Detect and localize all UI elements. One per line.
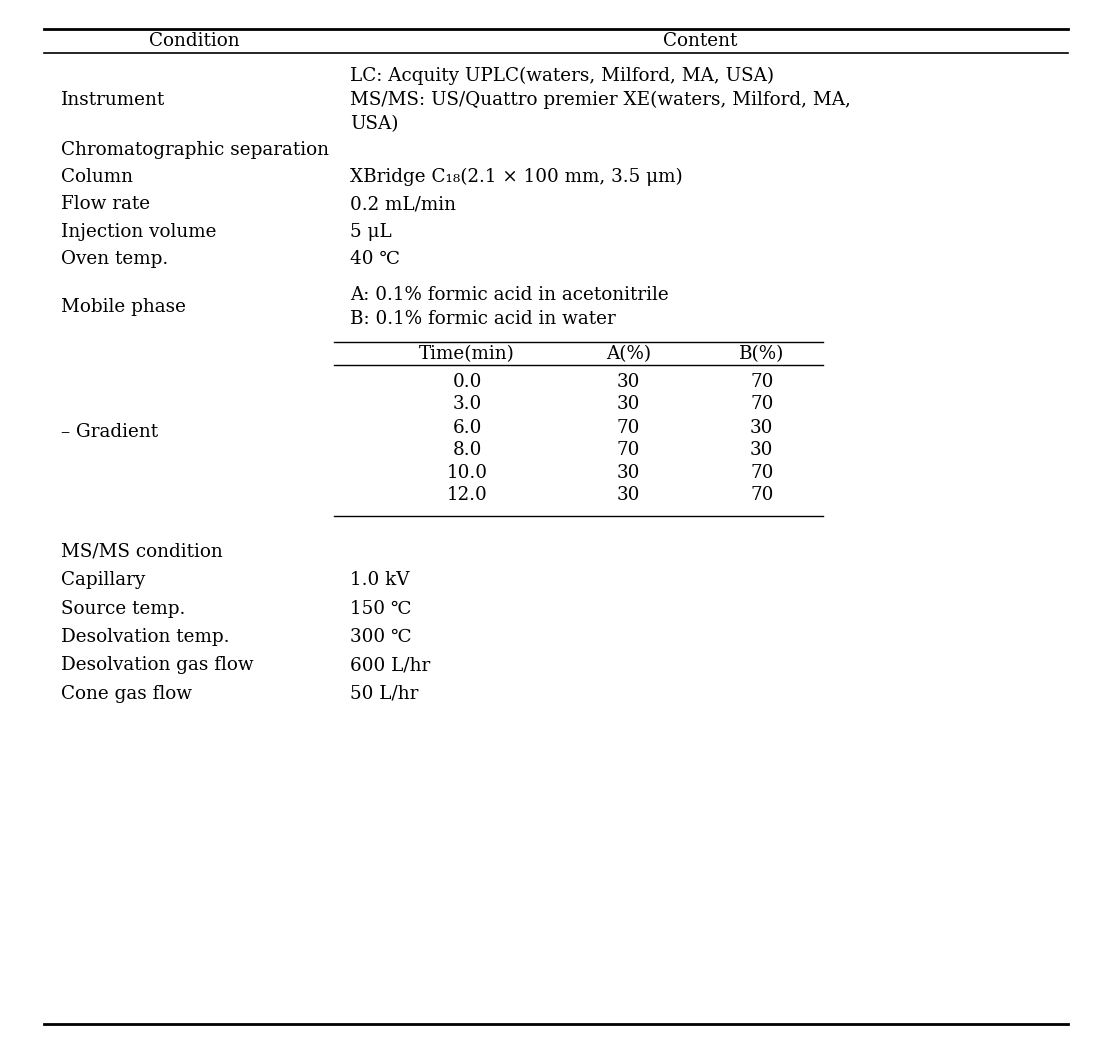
Text: Desolvation gas flow: Desolvation gas flow <box>61 656 254 675</box>
Text: MS/MS: US/Quattro premier XE(waters, Milford, MA,: MS/MS: US/Quattro premier XE(waters, Mil… <box>350 91 851 110</box>
Text: 70: 70 <box>749 395 774 414</box>
Text: Flow rate: Flow rate <box>61 195 150 214</box>
Text: 6.0: 6.0 <box>453 418 481 437</box>
Text: 12.0: 12.0 <box>447 485 487 504</box>
Text: 1.0 kV: 1.0 kV <box>350 571 410 590</box>
Text: 70: 70 <box>749 463 774 482</box>
Text: MS/MS condition: MS/MS condition <box>61 542 222 561</box>
Text: 70: 70 <box>616 418 641 437</box>
Text: Chromatographic separation: Chromatographic separation <box>61 140 329 159</box>
Text: 70: 70 <box>616 440 641 459</box>
Text: 3.0: 3.0 <box>453 395 481 414</box>
Text: 10.0: 10.0 <box>447 463 487 482</box>
Text: A: 0.1% formic acid in acetonitrile: A: 0.1% formic acid in acetonitrile <box>350 285 669 304</box>
Text: Cone gas flow: Cone gas flow <box>61 684 192 703</box>
Text: Time(min): Time(min) <box>419 344 515 363</box>
Text: Content: Content <box>664 32 737 51</box>
Text: 30: 30 <box>616 395 641 414</box>
Text: 70: 70 <box>749 485 774 504</box>
Text: 5 μL: 5 μL <box>350 222 393 241</box>
Text: LC: Acquity UPLC(waters, Milford, MA, USA): LC: Acquity UPLC(waters, Milford, MA, US… <box>350 66 774 85</box>
Text: 40 ℃: 40 ℃ <box>350 250 400 269</box>
Text: XBridge C₁₈(2.1 × 100 mm, 3.5 μm): XBridge C₁₈(2.1 × 100 mm, 3.5 μm) <box>350 167 683 186</box>
Text: Condition: Condition <box>149 32 240 51</box>
Text: Mobile phase: Mobile phase <box>61 298 186 317</box>
Text: 8.0: 8.0 <box>453 440 481 459</box>
Text: A(%): A(%) <box>606 344 651 363</box>
Text: Capillary: Capillary <box>61 571 146 590</box>
Text: 30: 30 <box>616 463 641 482</box>
Text: 30: 30 <box>749 440 774 459</box>
Text: 30: 30 <box>616 485 641 504</box>
Text: Desolvation temp.: Desolvation temp. <box>61 628 230 647</box>
Text: Column: Column <box>61 167 133 186</box>
Text: 30: 30 <box>749 418 774 437</box>
Text: Oven temp.: Oven temp. <box>61 250 168 269</box>
Text: Instrument: Instrument <box>61 91 166 110</box>
Text: B(%): B(%) <box>739 344 784 363</box>
Text: 50 L/hr: 50 L/hr <box>350 684 418 703</box>
Text: 150 ℃: 150 ℃ <box>350 599 411 618</box>
Text: 0.2 mL/min: 0.2 mL/min <box>350 195 456 214</box>
Text: B: 0.1% formic acid in water: B: 0.1% formic acid in water <box>350 310 616 329</box>
Text: Injection volume: Injection volume <box>61 222 217 241</box>
Text: – Gradient: – Gradient <box>61 422 158 441</box>
Text: 300 ℃: 300 ℃ <box>350 628 411 647</box>
Text: Source temp.: Source temp. <box>61 599 186 618</box>
Text: 600 L/hr: 600 L/hr <box>350 656 430 675</box>
Text: USA): USA) <box>350 115 399 134</box>
Text: 30: 30 <box>616 373 641 392</box>
Text: 70: 70 <box>749 373 774 392</box>
Text: 0.0: 0.0 <box>453 373 481 392</box>
